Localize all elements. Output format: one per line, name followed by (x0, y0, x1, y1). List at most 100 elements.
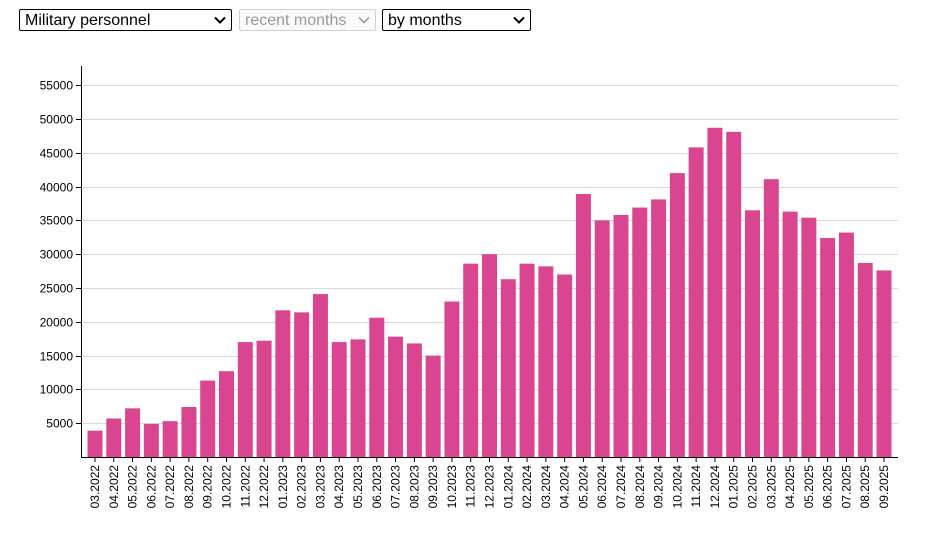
bar-03.2024 (538, 266, 554, 457)
bar-12.2024 (707, 127, 723, 457)
x-tick-label: 06.2025 (821, 465, 835, 509)
bar-10.2023 (444, 301, 460, 457)
bar-07.2022 (162, 421, 178, 457)
x-tick-label: 09.2023 (426, 465, 440, 509)
bar-05.2024 (575, 194, 591, 458)
x-tick-label: 04.2022 (107, 465, 121, 509)
x-tick-label: 12.2024 (708, 465, 722, 509)
bar-12.2022 (256, 340, 272, 457)
bar-09.2022 (200, 380, 216, 457)
bar-11.2023 (463, 263, 479, 457)
y-tick-label: 50000 (40, 113, 74, 127)
x-tick-label: 04.2023 (332, 465, 346, 509)
bar-06.2024 (594, 220, 610, 457)
period-select[interactable]: recent months (239, 9, 376, 31)
y-tick-label: 55000 (40, 79, 74, 93)
grouping-select[interactable]: by months (382, 9, 531, 31)
y-tick-labels: 5000 10000 15000 20000 25000 30000 35000 40000 4… (40, 79, 74, 431)
x-tick-label: 04.2024 (558, 465, 572, 509)
x-tick-labels: 03.2022 04.2022 05.2022 06.2022 07.2022 08.20… (88, 465, 891, 509)
y-tick-label: 5000 (46, 417, 73, 431)
bar-08.2025 (857, 262, 873, 457)
bar-01.2024 (500, 279, 516, 457)
x-tick-label: 05.2025 (802, 465, 816, 509)
y-tick-label: 45000 (40, 147, 74, 161)
bar-09.2025 (876, 270, 892, 457)
bar-10.2024 (669, 173, 685, 457)
x-tick-label: 09.2024 (652, 465, 666, 509)
bar-02.2024 (519, 263, 535, 457)
x-tick-label: 06.2023 (370, 465, 384, 509)
bar-01.2025 (726, 131, 742, 457)
bar-08.2022 (181, 406, 197, 457)
bar-05.2025 (801, 217, 817, 457)
bar-09.2024 (651, 199, 667, 457)
bar-07.2023 (388, 336, 404, 457)
bar-06.2025 (820, 237, 836, 457)
x-tick-label: 07.2025 (839, 465, 853, 509)
x-tick-label: 07.2023 (389, 465, 403, 509)
bar-04.2022 (106, 418, 122, 457)
chevron-down-icon (358, 16, 370, 24)
bar-11.2024 (688, 147, 704, 457)
x-tick-label: 12.2022 (257, 465, 271, 509)
y-tick-label: 15000 (40, 350, 74, 364)
y-tick-label: 25000 (40, 282, 74, 296)
x-tick-label: 08.2024 (633, 465, 647, 509)
x-tick-label: 08.2025 (858, 465, 872, 509)
bar-07.2024 (613, 214, 629, 457)
bar-04.2024 (557, 274, 573, 457)
dataset-select-value: Military personnel (25, 12, 151, 29)
x-tick-label: 12.2023 (483, 465, 497, 509)
axes (76, 66, 898, 462)
x-tick-label: 11.2023 (464, 465, 478, 508)
y-tick-label: 35000 (40, 214, 74, 228)
x-tick-label: 11.2024 (689, 465, 703, 508)
y-tick-label: 40000 (40, 181, 74, 195)
bar-10.2022 (219, 371, 234, 457)
x-tick-label: 07.2022 (163, 465, 177, 509)
bar-05.2022 (125, 408, 141, 457)
x-tick-label: 11.2022 (238, 465, 252, 508)
x-tick-label: 01.2025 (727, 465, 741, 509)
x-tick-label: 08.2022 (182, 465, 196, 509)
bar-08.2023 (406, 343, 422, 457)
period-select-value: recent months (245, 12, 347, 29)
bar-11.2022 (237, 342, 253, 457)
chevron-down-icon (214, 16, 226, 24)
x-tick-label: 10.2024 (670, 465, 684, 509)
bar-03.2023 (312, 294, 328, 457)
x-tick-label: 03.2023 (313, 465, 327, 509)
bar-07.2025 (838, 232, 854, 457)
x-tick-label: 02.2025 (746, 465, 760, 509)
y-tick-label: 20000 (40, 316, 74, 330)
x-tick-label: 04.2025 (783, 465, 797, 509)
dataset-select[interactable]: Military personnel (19, 9, 232, 31)
grouping-select-value: by months (388, 12, 462, 29)
bar-08.2024 (632, 207, 648, 457)
bar-02.2023 (294, 312, 310, 457)
x-tick-label: 09.2025 (877, 465, 891, 509)
x-tick-label: 01.2023 (276, 465, 290, 509)
x-tick-label: 03.2022 (88, 465, 102, 509)
bar-02.2025 (745, 210, 760, 457)
bar-03.2022 (87, 430, 103, 457)
x-tick-label: 03.2024 (539, 465, 553, 509)
chevron-down-icon (513, 16, 525, 24)
x-tick-label: 06.2024 (595, 465, 609, 509)
bar-01.2023 (275, 310, 291, 457)
x-tick-label: 10.2022 (220, 465, 234, 509)
x-tick-label: 06.2022 (144, 465, 158, 509)
bar-04.2023 (331, 342, 347, 457)
x-tick-label: 03.2025 (764, 465, 778, 509)
bar-09.2023 (425, 355, 441, 457)
x-tick-label: 08.2023 (407, 465, 421, 509)
bars (87, 127, 892, 458)
bar-06.2023 (369, 317, 385, 457)
bar-06.2022 (143, 423, 159, 457)
bar-04.2025 (782, 211, 798, 457)
x-tick-label: 02.2024 (520, 465, 534, 509)
x-tick-label: 05.2024 (576, 465, 590, 509)
y-tick-label: 10000 (40, 383, 74, 397)
